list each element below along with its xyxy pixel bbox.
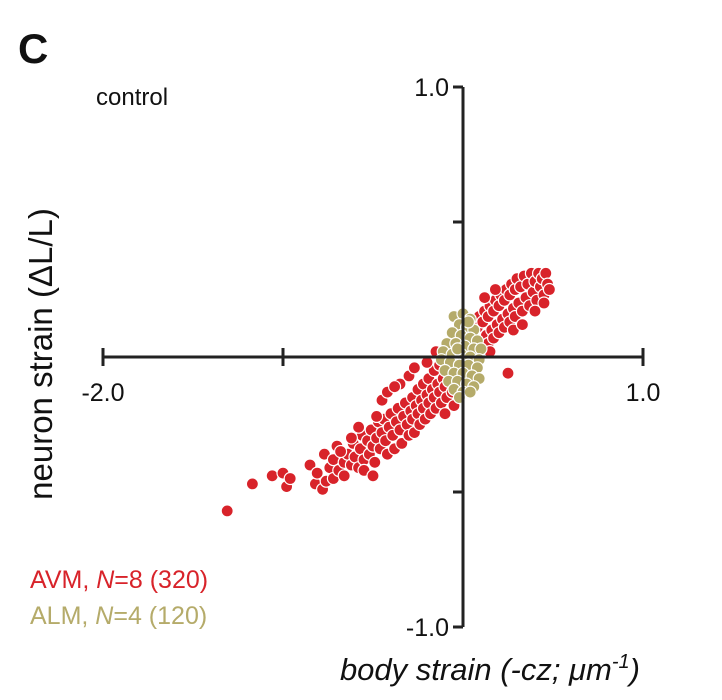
data-point-avm (265, 469, 279, 483)
data-point-avm (283, 471, 297, 486)
data-point-avm (366, 469, 380, 483)
data-point-avm (478, 291, 492, 305)
data-point-avm (407, 361, 421, 375)
data-point-avm (537, 296, 551, 310)
x-tick-label: -2.0 (81, 379, 124, 407)
legend-alm-rest: =4 (120) (113, 602, 207, 630)
legend-alm-prefix: ALM, (30, 602, 95, 630)
data-point-avm (438, 407, 452, 421)
legend-avm: AVM, N=8 (320) (30, 566, 208, 594)
x-axis-label-close: ) (626, 652, 640, 687)
data-point-avm (542, 282, 557, 297)
y-tick-label: 1.0 (414, 74, 449, 102)
legend-avm-rest: =8 (320) (114, 566, 208, 594)
panel-label: C (18, 25, 48, 72)
legend-alm-n: N (95, 602, 114, 630)
x-axis-label-sup: -1 (612, 651, 630, 673)
legend-avm-prefix: AVM, (30, 566, 96, 594)
tick-labels: -2.0 1.0 1.0 -1.0 (81, 74, 660, 642)
legend-avm-n: N (96, 566, 115, 594)
y-tick-label: -1.0 (406, 614, 449, 642)
axes (101, 85, 645, 629)
data-point-avm (344, 431, 358, 445)
data-point-avm (352, 420, 366, 434)
data-point-avm (334, 444, 348, 459)
data-point-avm (337, 469, 351, 483)
x-tick-label: 1.0 (626, 379, 661, 407)
data-point-avm (245, 477, 259, 491)
data-point-alm (474, 342, 488, 356)
data-point-avm (388, 380, 402, 394)
data-point-avm (220, 504, 234, 518)
series-avm (220, 266, 557, 518)
data-point-avm (368, 455, 382, 469)
data-point-avm (395, 436, 409, 450)
data-points (220, 266, 557, 518)
data-point-avm (488, 282, 502, 297)
x-axis-label: body strain (-cz; μm-1) (340, 651, 640, 687)
legend-alm: ALM, N=4 (120) (30, 602, 207, 630)
data-point-avm (515, 318, 530, 332)
data-point-avm (528, 304, 542, 318)
data-point-avm (501, 366, 515, 380)
x-axis-label-main: body strain (-cz; μm (340, 652, 612, 687)
data-point-avm (539, 266, 553, 280)
data-point-alm (463, 385, 477, 399)
data-point-avm (310, 466, 324, 480)
condition-label: control (96, 84, 168, 111)
data-point-avm (303, 458, 317, 472)
y-axis-label: neuron strain (ΔL/L) (22, 208, 59, 500)
data-point-avm (370, 409, 384, 423)
